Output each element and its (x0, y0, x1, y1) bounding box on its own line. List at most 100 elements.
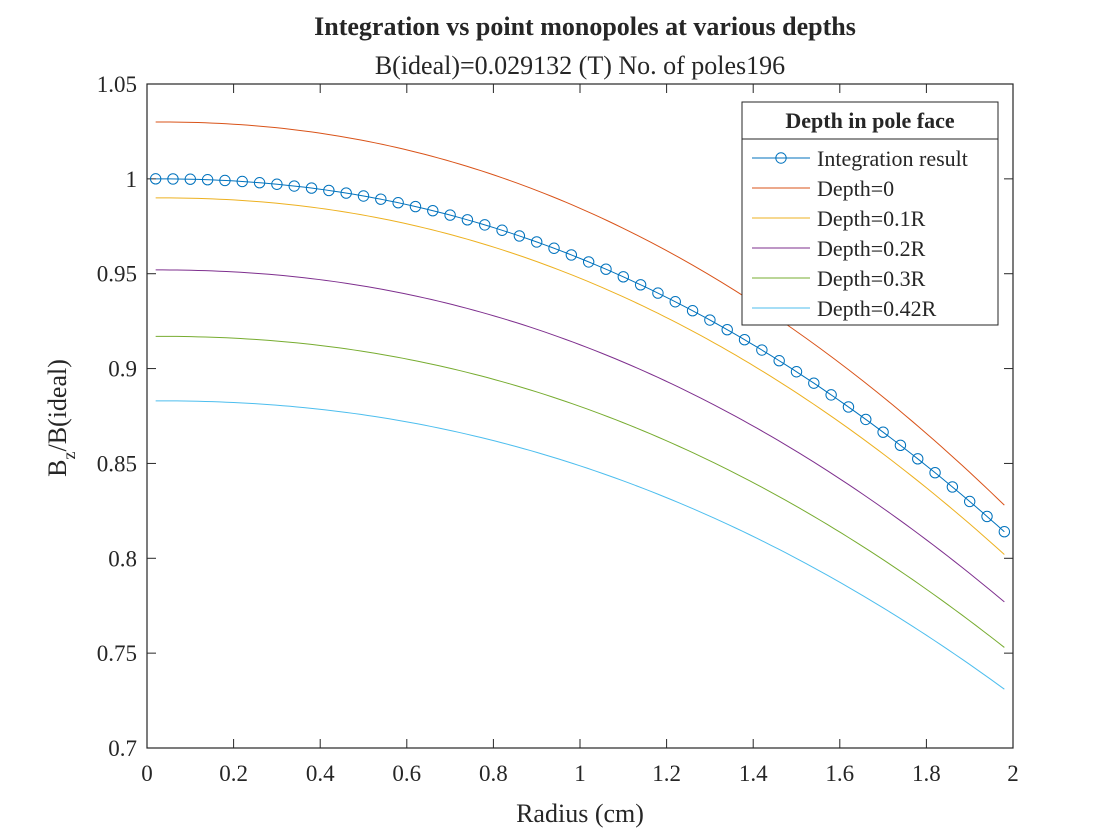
data-point (461, 214, 474, 226)
plot-frame (146, 83, 1014, 749)
data-point (496, 224, 508, 236)
x-tick-label: 1.6 (825, 761, 854, 786)
series-line-depth-0-42r (155, 400, 1005, 690)
data-point (756, 344, 768, 356)
y-tick-label: 0.95 (97, 262, 137, 287)
legend: Depth in pole face Integration result Dep… (741, 101, 999, 326)
legend-marker-swatch (775, 152, 787, 164)
data-point (409, 200, 422, 213)
data-point (634, 279, 647, 291)
legend-entry-label: Depth=0.1R (817, 206, 926, 231)
data-point (912, 453, 924, 465)
legend-entry-label: Depth=0.3R (817, 266, 926, 291)
y-axis-label-subscript: z (59, 452, 79, 460)
data-point (704, 314, 716, 326)
legend-entry-label: Depth=0 (817, 176, 894, 201)
data-point (236, 175, 248, 188)
data-point (790, 366, 803, 378)
data-point (513, 230, 526, 242)
data-point (946, 481, 959, 493)
data-point (565, 249, 578, 261)
legend-entry-label: Depth=0.2R (817, 236, 926, 261)
data-point (201, 174, 214, 186)
y-axis-label-main: B (43, 460, 72, 477)
data-point (860, 413, 872, 426)
series-line-depth-0 (155, 121, 1005, 506)
data-point (686, 305, 699, 317)
data-point (444, 209, 456, 221)
data-point (669, 296, 681, 308)
y-tick-label: 0.85 (97, 451, 137, 476)
data-point (323, 184, 335, 197)
data-point (738, 333, 751, 346)
data-point (288, 180, 300, 192)
data-point (548, 242, 560, 254)
x-tick-label: 0.6 (392, 761, 421, 786)
legend-entry: Depth=0.2R (752, 236, 926, 261)
chart-title: Integration vs point monopoles at variou… (314, 12, 856, 41)
series-layer (149, 121, 1011, 690)
y-axis-label-rest: /B(ideal) (43, 359, 72, 451)
data-point (652, 287, 664, 299)
chart-subtitle: B(ideal)=0.029132 (T) No. of poles196 (375, 51, 785, 80)
data-point (531, 236, 543, 248)
data-point (929, 466, 941, 479)
data-point (375, 193, 387, 205)
y-tick-label: 0.7 (108, 736, 137, 761)
data-point (808, 377, 820, 389)
axis-ticks (146, 83, 1014, 749)
data-point (219, 174, 231, 187)
data-point (894, 439, 907, 452)
legend-title: Depth in pole face (785, 108, 955, 133)
series-markers-integration-result (149, 173, 1011, 538)
x-tick-label: 1 (574, 761, 586, 786)
y-tick-label: 1.05 (97, 72, 137, 97)
data-point (964, 495, 976, 508)
data-point (479, 219, 491, 231)
x-tick-label: 0.8 (479, 761, 508, 786)
y-tick-label: 1 (126, 167, 138, 192)
y-tick-label: 0.8 (108, 546, 137, 571)
data-point (271, 178, 283, 190)
data-point (582, 256, 595, 268)
data-point (357, 190, 370, 202)
x-tick-label: 0.2 (219, 761, 248, 786)
data-point (617, 271, 629, 283)
legend-entry-label: Integration result (817, 146, 968, 171)
legend-entry-label: Depth=0.42R (817, 296, 937, 321)
data-point (340, 187, 352, 199)
data-point (877, 426, 889, 438)
series-line-depth-0-3r (155, 335, 1005, 648)
data-point (600, 263, 612, 275)
y-axis-label: Bz/B(ideal) (43, 359, 79, 477)
y-tick-labels: 0.7 0.75 0.8 0.85 0.9 0.95 1 1.05 (97, 72, 137, 761)
legend-entry: Depth=0 (752, 176, 894, 201)
x-tick-label: 1.2 (652, 761, 681, 786)
series-line-depth-0-2r (155, 269, 1005, 603)
data-point (998, 526, 1011, 538)
data-point (721, 323, 733, 336)
legend-entry: Integration result (752, 146, 968, 171)
data-point (773, 355, 785, 367)
legend-entry: Depth=0.3R (752, 266, 926, 291)
legend-entries: Integration result Depth=0 Depth=0.1R Depth… (752, 146, 968, 321)
legend-entry: Depth=0.42R (752, 296, 937, 321)
data-point (392, 197, 404, 209)
x-tick-labels: 0 0.2 0.4 0.6 0.8 1 1.2 1.4 1.6 1.8 2 (141, 761, 1019, 786)
data-point (167, 173, 179, 185)
data-point (981, 510, 993, 523)
data-point (184, 173, 197, 185)
data-point (149, 173, 162, 185)
series-line-integration-result (155, 178, 1005, 533)
data-point (305, 182, 318, 194)
legend-entry: Depth=0.1R (752, 206, 926, 231)
x-tick-label: 0.4 (306, 761, 335, 786)
data-point (427, 204, 439, 217)
series-line-depth-0-1r (155, 197, 1005, 555)
x-tick-label: 0 (141, 761, 153, 786)
x-tick-label: 2 (1007, 761, 1019, 786)
y-tick-label: 0.9 (108, 357, 137, 382)
data-point (253, 177, 266, 189)
y-tick-label: 0.75 (97, 641, 137, 666)
